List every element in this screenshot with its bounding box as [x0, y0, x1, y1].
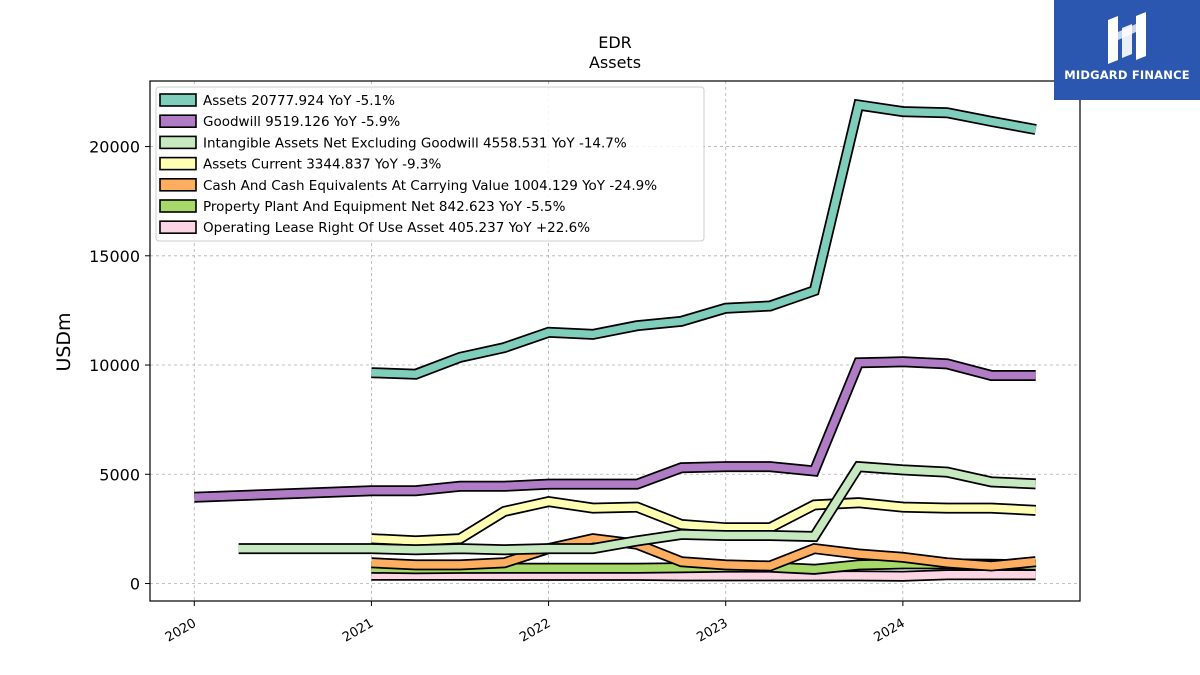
brand-name: MIDGARD FINANCE [1064, 68, 1190, 82]
series-0 [371, 98, 1037, 380]
y-tick-label: 10000 [89, 356, 140, 375]
series-3 [371, 496, 1036, 547]
chart-subtitle: Assets [589, 53, 641, 72]
series-line [371, 100, 1037, 378]
legend-label: Cash And Cash Equivalents At Carrying Va… [203, 178, 657, 194]
brand-logo: MIDGARD FINANCE [1054, 0, 1200, 100]
plot-frame [149, 80, 1081, 602]
legend-label: Operating Lease Right Of Use Asset 405.2… [203, 220, 590, 236]
legend-label: Intangible Assets Net Excluding Goodwill… [203, 135, 627, 151]
series-line [371, 497, 1036, 545]
legend-box [155, 86, 705, 242]
y-tick-label: 20000 [89, 138, 140, 157]
x-tick-label: 2022 [517, 616, 553, 646]
series-line [238, 462, 1036, 554]
series-line-outline [194, 356, 1036, 503]
legend-label: Assets 20777.924 YoY -5.1% [203, 93, 395, 109]
series-line [371, 534, 1037, 570]
series-line [194, 358, 1036, 501]
legend-swatch [159, 135, 197, 150]
legend-swatch [159, 156, 197, 171]
y-axis-label: USDm [53, 312, 75, 371]
series-4 [371, 533, 1037, 572]
legend-label: Goodwill 9519.126 YoY -5.9% [203, 114, 400, 130]
x-tick-label: 2021 [340, 616, 376, 646]
y-tick-label: 0 [130, 575, 140, 594]
series-line [371, 570, 1036, 581]
series-1 [194, 356, 1036, 503]
y-tick-label: 5000 [99, 465, 140, 484]
x-tick-label: 2023 [694, 616, 730, 646]
legend-swatch [159, 93, 197, 107]
legend-swatch [159, 178, 197, 192]
series-6 [371, 569, 1036, 582]
chart-title: EDR [598, 33, 632, 52]
y-tick-label: 15000 [89, 247, 140, 266]
legend: Assets 20777.924 YoY -5.1% Goodwill 9519.… [155, 86, 705, 242]
x-tick-label: 2020 [163, 616, 199, 646]
legend-label: Property Plant And Equipment Net 842.623… [203, 199, 566, 215]
logo-mark-icon [1108, 12, 1146, 64]
legend-swatch [159, 199, 197, 213]
legend-swatch [159, 220, 197, 234]
series-layer [194, 98, 1037, 582]
legend-swatch [159, 114, 197, 128]
legend-label: Assets Current 3344.837 YoY -9.3% [203, 157, 442, 173]
x-tick-label: 2024 [872, 616, 908, 646]
series-2 [238, 460, 1036, 556]
